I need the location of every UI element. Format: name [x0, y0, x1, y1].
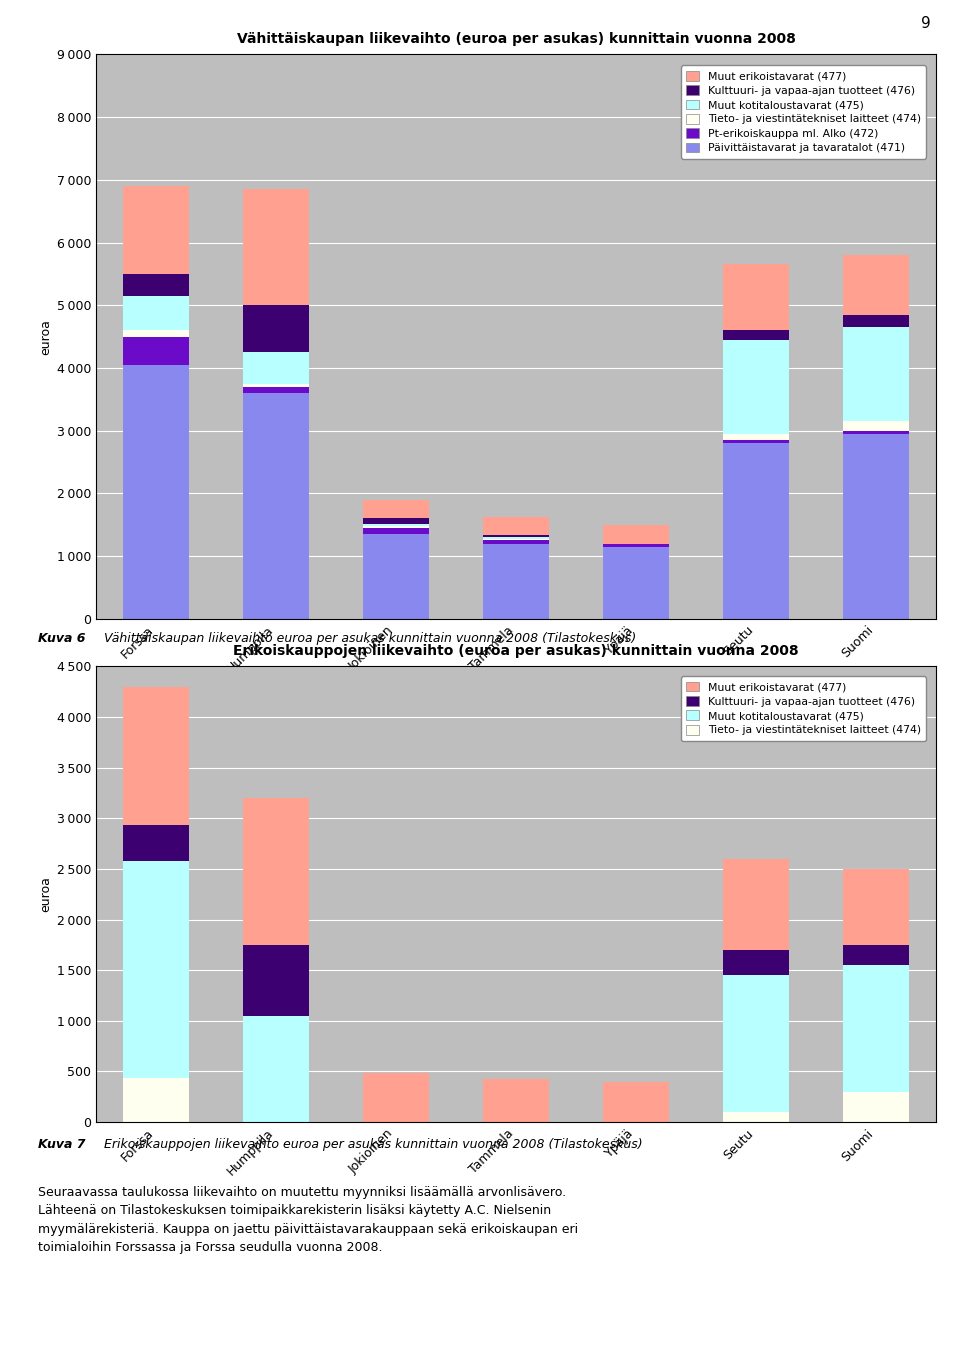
Legend: Muut erikoistavarat (477), Kulttuuri- ja vapaa-ajan tuotteet (476), Muut kotital: Muut erikoistavarat (477), Kulttuuri- ja…: [681, 676, 926, 741]
Bar: [123, 330, 189, 337]
Text: Kuva 7: Kuva 7: [38, 1138, 85, 1152]
Bar: [723, 434, 789, 441]
Bar: [123, 296, 189, 330]
Bar: [843, 945, 909, 966]
Text: Seuraavassa taulukossa liikevaihto on muutettu myynniksi lisäämällä arvonlisäver: Seuraavassa taulukossa liikevaihto on mu…: [38, 1186, 579, 1254]
Bar: [483, 544, 549, 619]
Bar: [843, 1092, 909, 1122]
Bar: [723, 443, 789, 619]
Bar: [123, 687, 189, 826]
Bar: [363, 524, 429, 526]
Y-axis label: euroa: euroa: [39, 318, 53, 355]
Bar: [363, 499, 429, 518]
Bar: [243, 393, 309, 619]
Text: Erikoiskauppojen liikevaihto euroa per asukas kunnittain vuonna 2008 (Tilastokes: Erikoiskauppojen liikevaihto euroa per a…: [92, 1138, 643, 1152]
Bar: [723, 330, 789, 340]
Title: Erikoiskauppojen liikevaihto (euroa per asukas) kunnittain vuonna 2008: Erikoiskauppojen liikevaihto (euroa per …: [233, 645, 799, 658]
Bar: [363, 528, 429, 534]
Bar: [123, 337, 189, 364]
Bar: [363, 518, 429, 524]
Bar: [243, 945, 309, 1016]
Bar: [483, 1080, 549, 1122]
Bar: [363, 534, 429, 619]
Bar: [243, 384, 309, 386]
Bar: [843, 314, 909, 328]
Bar: [123, 861, 189, 1078]
Text: Kuva 6: Kuva 6: [38, 632, 85, 646]
Bar: [123, 826, 189, 861]
Bar: [603, 547, 669, 619]
Bar: [843, 422, 909, 431]
Bar: [243, 189, 309, 305]
Bar: [723, 441, 789, 443]
Text: Vähittäiskaupan liikevaihto euroa per asukas kunnittain vuonna 2008 (Tilastokesk: Vähittäiskaupan liikevaihto euroa per as…: [92, 632, 636, 646]
Bar: [243, 352, 309, 384]
Bar: [843, 256, 909, 314]
Bar: [483, 534, 549, 537]
Bar: [603, 544, 669, 547]
Bar: [243, 305, 309, 352]
Bar: [243, 1016, 309, 1122]
Bar: [723, 1112, 789, 1122]
Bar: [843, 869, 909, 945]
Y-axis label: euroa: euroa: [39, 876, 53, 913]
Bar: [243, 386, 309, 393]
Bar: [723, 340, 789, 434]
Bar: [723, 975, 789, 1112]
Bar: [843, 966, 909, 1092]
Bar: [483, 537, 549, 539]
Bar: [483, 540, 549, 544]
Bar: [843, 434, 909, 619]
Legend: Muut erikoistavarat (477), Kulttuuri- ja vapaa-ajan tuotteet (476), Muut kotital: Muut erikoistavarat (477), Kulttuuri- ja…: [681, 65, 926, 159]
Bar: [723, 264, 789, 330]
Bar: [723, 949, 789, 975]
Bar: [243, 798, 309, 945]
Bar: [363, 1073, 429, 1122]
Bar: [723, 858, 789, 949]
Bar: [363, 526, 429, 528]
Bar: [843, 431, 909, 434]
Bar: [123, 186, 189, 273]
Title: Vähittäiskaupan liikevaihto (euroa per asukas) kunnittain vuonna 2008: Vähittäiskaupan liikevaihto (euroa per a…: [236, 33, 796, 46]
Bar: [123, 273, 189, 296]
Bar: [603, 525, 669, 544]
Bar: [603, 1081, 669, 1122]
Text: 9: 9: [922, 16, 931, 31]
Bar: [483, 517, 549, 534]
Bar: [843, 328, 909, 422]
Bar: [123, 364, 189, 619]
Bar: [123, 1078, 189, 1122]
